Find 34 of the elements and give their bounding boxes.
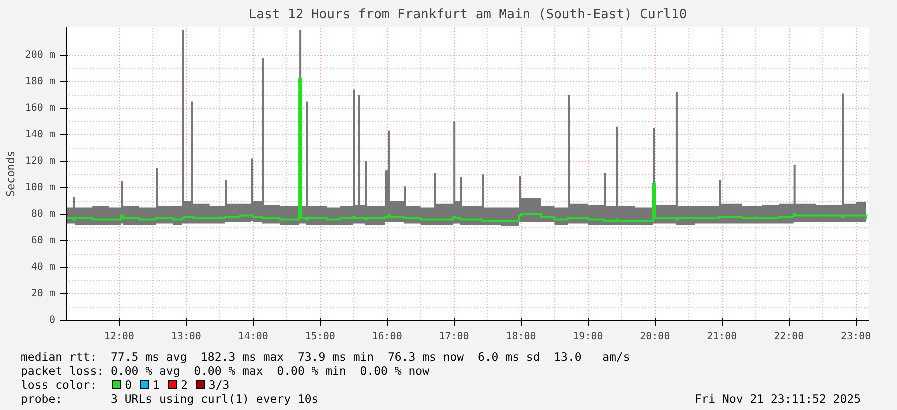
legend-label: 2 xyxy=(180,378,188,392)
text: median rtt: 77.5 ms avg 182.3 ms max 73.9 ms min 76.3 ms now 6.0 ms sd 13.0 am/s xyxy=(21,350,630,364)
y-axis-title: Seconds xyxy=(4,150,18,198)
legend-label: 3/3 xyxy=(208,378,230,392)
y-tick-label: 60 m xyxy=(31,235,56,246)
y-tick-label: 140 m xyxy=(25,129,56,140)
y-tick-label: 0 xyxy=(49,315,56,326)
y-tick-label: 80 m xyxy=(31,208,56,220)
x-tick-label: 21:00 xyxy=(707,332,738,342)
y-tick-label: 100 m xyxy=(25,182,56,194)
x-tick-label: 15:00 xyxy=(305,332,336,342)
x-tick-label: 20:00 xyxy=(640,332,670,342)
legend-label: 1 xyxy=(153,378,160,392)
text: probe: 3 URLs using curl(1) every 10s xyxy=(21,392,319,406)
x-tick-label: 23:00 xyxy=(841,332,872,342)
legend-label: 0 xyxy=(125,378,132,392)
x-tick-label: 12:00 xyxy=(104,332,134,342)
y-tick-label: 20 m xyxy=(31,288,56,300)
y-tick-label: 120 m xyxy=(25,156,56,167)
text: packet loss: 0.00 % avg 0.00 % max 0.00 % min 0.00 % now xyxy=(21,364,430,378)
x-tick-label: 14:00 xyxy=(238,332,268,342)
x-tick-label: 18:00 xyxy=(506,332,536,342)
text: Fri Nov 21 23:11:52 2025 xyxy=(694,392,861,406)
x-tick-label: 16:00 xyxy=(372,332,402,342)
x-tick-label: 19:00 xyxy=(573,332,604,342)
legend-title: loss color: xyxy=(21,378,98,392)
y-tick-label: 160 m xyxy=(25,102,56,114)
x-tick-label: 17:00 xyxy=(439,332,470,342)
y-tick-label: 200 m xyxy=(25,50,56,61)
x-tick-label: 22:00 xyxy=(774,332,804,342)
y-tick-label: 40 m xyxy=(31,262,56,273)
x-tick-label: 13:00 xyxy=(171,332,202,342)
y-tick-label: 180 m xyxy=(25,76,56,88)
chart-title: Last 12 Hours from Frankfurt am Main (South-East) Curl10 xyxy=(248,8,688,22)
